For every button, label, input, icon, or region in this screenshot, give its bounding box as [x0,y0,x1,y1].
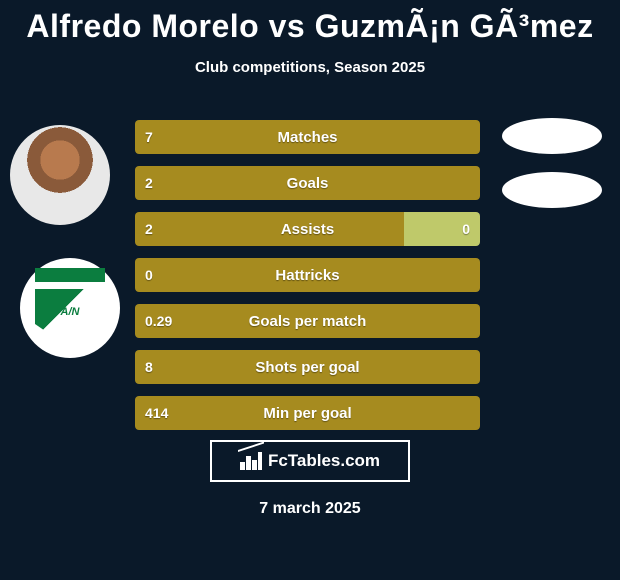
stat-label: Matches [135,120,480,154]
stat-row: 7Matches [135,120,480,154]
stat-label: Shots per goal [135,350,480,384]
stat-row: 414Min per goal [135,396,480,430]
stat-row: 20Assists [135,212,480,246]
stat-label: Hattricks [135,258,480,292]
page-subtitle: Club competitions, Season 2025 [0,59,620,76]
chart-date: 7 march 2025 [0,500,620,518]
player2-club-badge [502,172,602,208]
stat-row: 8Shots per goal [135,350,480,384]
club-shield-icon [35,268,105,348]
player1-club-badge [20,258,120,358]
stat-row: 0.29Goals per match [135,304,480,338]
page-title: Alfredo Morelo vs GuzmÃ¡n GÃ³mez [0,0,620,45]
stat-label: Goals [135,166,480,200]
stat-label: Min per goal [135,396,480,430]
site-logo: FcTables.com [210,440,410,482]
stat-label: Assists [135,212,480,246]
player1-avatar [10,125,110,225]
stat-label: Goals per match [135,304,480,338]
site-logo-text: FcTables.com [268,451,380,471]
player2-avatar [502,118,602,154]
stat-row: 2Goals [135,166,480,200]
comparison-rows: 7Matches 2Goals 20Assists 0Hattricks 0.29Goa… [135,120,480,442]
barchart-icon [240,452,262,470]
stat-row: 0Hattricks [135,258,480,292]
